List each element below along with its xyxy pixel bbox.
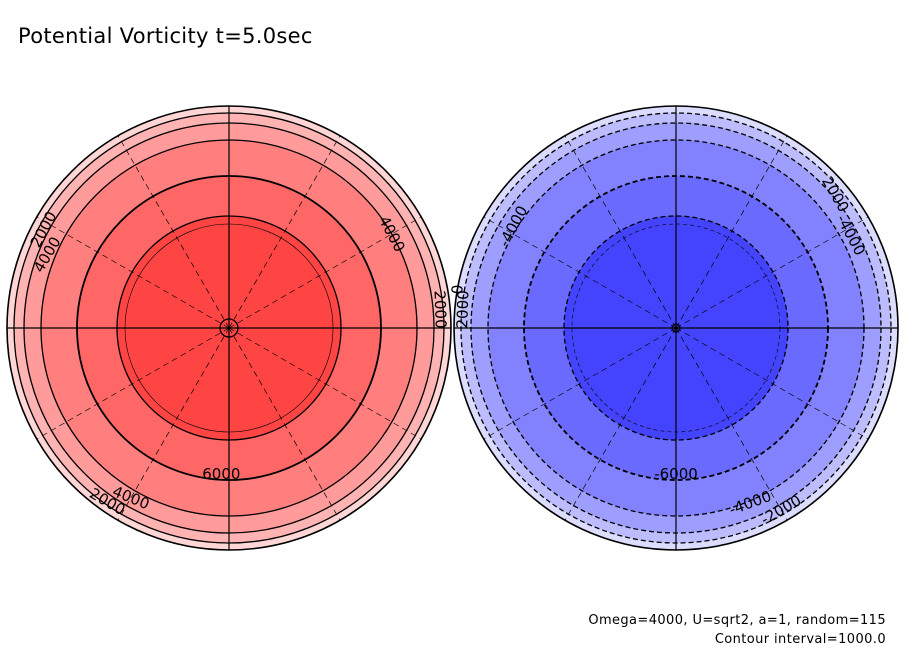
right-contour-label-5: -6000 <box>654 465 698 483</box>
right-boundary <box>453 105 899 551</box>
footer-parameters: Omega=4000, U=sqrt2, a=1, random=115 <box>588 613 886 628</box>
right-meridian-150 <box>483 327 677 440</box>
right-meridian-120 <box>564 327 677 521</box>
left-meridian-60 <box>228 327 341 521</box>
page-title: Potential Vorticity t=5.0sec <box>18 24 313 48</box>
left-meridian-300 <box>228 135 341 329</box>
left-meridian-240 <box>117 135 230 329</box>
left-meridian-150 <box>36 327 230 440</box>
left-center-contour <box>219 318 239 338</box>
right-meridian-60 <box>675 327 788 521</box>
left-meridian-330 <box>228 216 422 329</box>
right-meridian-30 <box>675 327 869 440</box>
footer-contour-interval: Contour interval=1000.0 <box>714 632 886 647</box>
left-contour-label-3: 2000 <box>431 290 450 329</box>
right-meridian-300 <box>675 135 788 329</box>
right-meridian-330 <box>675 216 869 329</box>
left-meridian-120 <box>117 327 230 521</box>
left-contour-label-4: 6000 <box>202 465 240 483</box>
right-contour-label-1: 2000 <box>453 290 472 329</box>
left-meridian-30 <box>228 327 422 440</box>
right-meridian-240 <box>564 135 677 329</box>
right-center-contour <box>671 323 681 333</box>
right-meridian-210 <box>483 216 677 329</box>
left-meridian-210 <box>36 216 230 329</box>
right-contour-label-2: 0 <box>448 284 466 294</box>
left-boundary <box>6 105 452 551</box>
